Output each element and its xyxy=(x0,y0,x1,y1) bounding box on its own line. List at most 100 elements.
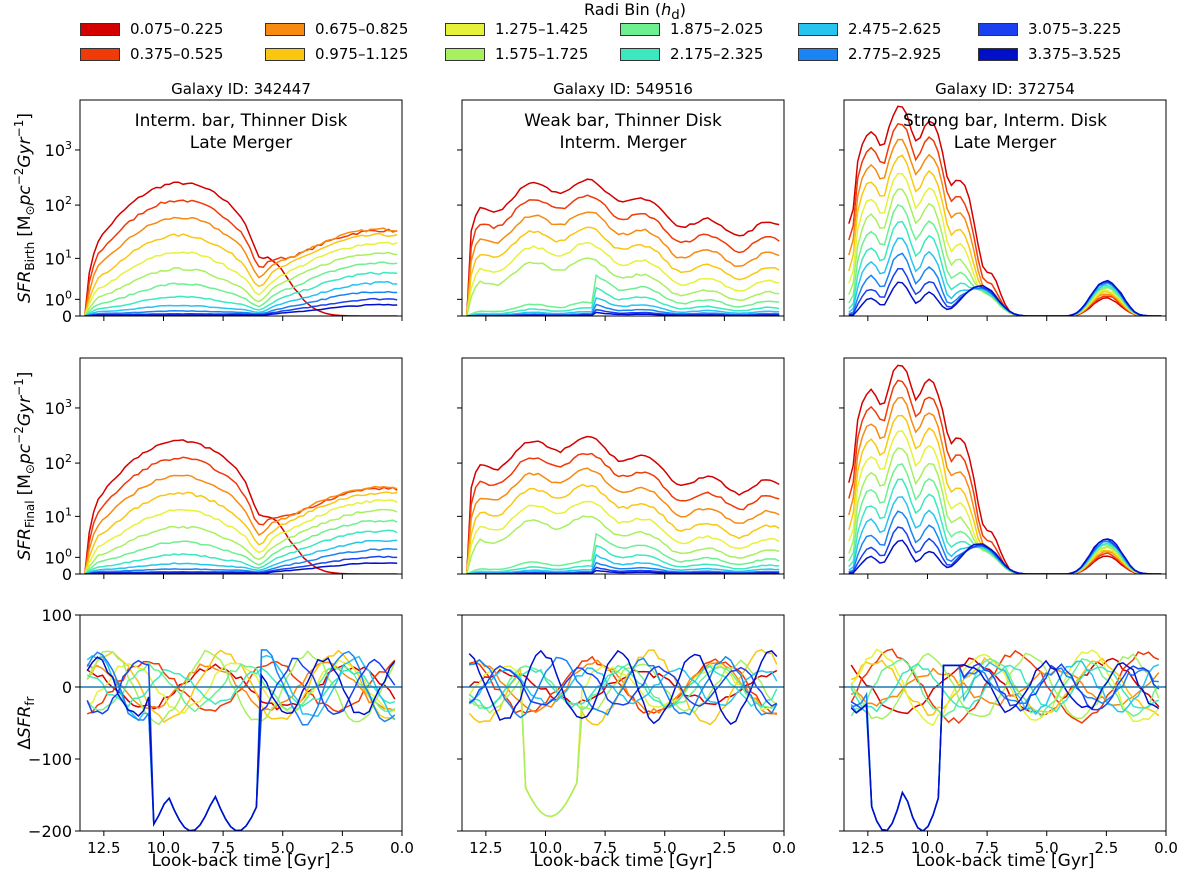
series-line xyxy=(84,303,398,316)
series-line xyxy=(848,172,1162,316)
legend-title: Radi Bin (hd) xyxy=(80,0,1190,23)
series-line xyxy=(84,290,398,316)
series-line xyxy=(466,553,780,574)
x-tick-label: 10.0 xyxy=(911,839,944,857)
legend-swatch xyxy=(798,22,838,36)
series-line xyxy=(84,539,398,574)
panel-frame xyxy=(843,99,1167,317)
y-tick-label: 103 xyxy=(45,397,72,418)
y-tick-base: 0 xyxy=(62,307,72,326)
y-tick-exp: 1 xyxy=(65,505,72,518)
ylabel-sun: ⊙ xyxy=(23,205,37,215)
series-line xyxy=(84,261,398,316)
legend-label: 1.875–2.025 xyxy=(670,20,764,38)
series-line xyxy=(850,657,1160,716)
galaxy-desc-2: Late Merger xyxy=(954,133,1056,153)
series-line xyxy=(466,194,780,316)
series-line xyxy=(84,474,398,574)
series-line xyxy=(468,658,777,716)
galaxy-desc-2: Interm. Merger xyxy=(559,133,686,153)
x-tick-label: 0.0 xyxy=(390,839,414,857)
series-line xyxy=(468,665,778,707)
y-axis-label-final: SFRFinal [M⊙pc−2Gyr−1] xyxy=(12,372,37,561)
x-tick-label: 12.5 xyxy=(851,839,884,857)
x-axis-label: Look-back time [Gyr] xyxy=(915,851,1094,871)
x-tick-label: 12.5 xyxy=(87,839,120,857)
y-tick-exp: 3 xyxy=(65,397,72,410)
legend-title-var: h xyxy=(661,0,672,19)
legend-label: 1.575–1.725 xyxy=(495,45,589,63)
series-line xyxy=(466,286,780,316)
series-line xyxy=(848,364,1162,574)
x-tick-label: 0.0 xyxy=(772,839,796,857)
legend-item: 1.875–2.025 xyxy=(620,20,763,38)
ylabel-exp1: −2 xyxy=(12,168,26,186)
y-tick-base: 10 xyxy=(45,507,65,526)
ylabel-pc: pc xyxy=(15,185,35,207)
series-line xyxy=(850,652,1160,720)
legend-label: 2.775–2.925 xyxy=(848,45,942,63)
series-line xyxy=(468,667,778,707)
x-axis-label: Look-back time [Gyr] xyxy=(151,851,330,871)
series-line xyxy=(84,456,398,574)
ylabel-gyr: Gyr xyxy=(15,395,35,426)
series-line xyxy=(466,211,780,316)
y-tick-exp: 1 xyxy=(65,247,72,260)
galaxy-desc-1: Strong bar, Interm. Disk xyxy=(903,111,1107,131)
legend-label: 2.175–2.325 xyxy=(670,45,764,63)
panel-frame xyxy=(461,614,785,832)
legend-swatch xyxy=(80,47,120,61)
series-line xyxy=(84,519,398,574)
legend-label: 2.475–2.625 xyxy=(848,20,942,38)
series-line xyxy=(850,659,1160,831)
y-tick-label: 0 xyxy=(62,678,72,697)
series-line xyxy=(466,483,780,574)
y-tick-label: −100 xyxy=(28,750,72,769)
y-tick-base: 10 xyxy=(45,141,65,160)
x-tick-label: 10.0 xyxy=(147,839,180,857)
legend-item: 1.275–1.425 xyxy=(445,20,588,38)
series-line xyxy=(84,555,398,574)
galaxy-desc-1: Interm. bar, Thinner Disk xyxy=(135,111,348,131)
ylabel-delta: Δ xyxy=(15,738,35,750)
series-line xyxy=(466,452,780,574)
series-line xyxy=(84,216,398,316)
series-line xyxy=(848,430,1162,574)
legend: Radi Bin (hd) 0.075–0.225 0.375–0.525 0.67… xyxy=(80,0,1190,64)
legend-swatch xyxy=(445,47,485,61)
legend-item: 0.675–0.825 xyxy=(265,20,408,38)
series-line xyxy=(86,667,396,708)
y-tick-label: 102 xyxy=(45,194,72,215)
series-line xyxy=(466,500,780,574)
legend-swatch xyxy=(80,22,120,36)
legend-item: 3.075–3.225 xyxy=(978,20,1121,38)
legend-label: 0.975–1.125 xyxy=(315,45,409,63)
galaxy-id-title: Galaxy ID: 549516 xyxy=(553,80,693,98)
x-tick-label: 2.5 xyxy=(330,839,354,857)
legend-label: 1.275–1.425 xyxy=(495,20,589,38)
panel-delta-2: 12.5 10.0 7.5 5.0 2.5 0.0 xyxy=(839,614,1178,857)
x-axis-label: Look-back time [Gyr] xyxy=(533,851,712,871)
ylabel-pc: pc xyxy=(15,443,35,465)
ylabel-sub: Birth xyxy=(23,242,37,271)
y-tick-label: 0 xyxy=(62,307,72,326)
series-line xyxy=(84,251,398,316)
panel-final-1 xyxy=(457,357,785,579)
y-tick-exp: 2 xyxy=(65,452,72,465)
panel-frame xyxy=(843,357,1167,575)
y-tick-label: 100 xyxy=(41,606,72,625)
series-line xyxy=(466,467,780,574)
panel-delta-1: 12.5 10.0 7.5 5.0 2.5 0.0 xyxy=(457,614,796,857)
panel-birth-1 xyxy=(457,99,785,321)
legend-swatch xyxy=(445,22,485,36)
series-line xyxy=(86,661,396,712)
y-tick-label: 100 xyxy=(45,288,72,309)
series-line xyxy=(84,241,398,316)
series-line xyxy=(466,544,780,574)
ylabel-sun: ⊙ xyxy=(23,464,37,474)
series-line xyxy=(84,529,398,574)
series-line xyxy=(84,281,398,316)
y-tick-base: 10 xyxy=(45,399,65,418)
ylabel-end: ] xyxy=(15,372,35,379)
